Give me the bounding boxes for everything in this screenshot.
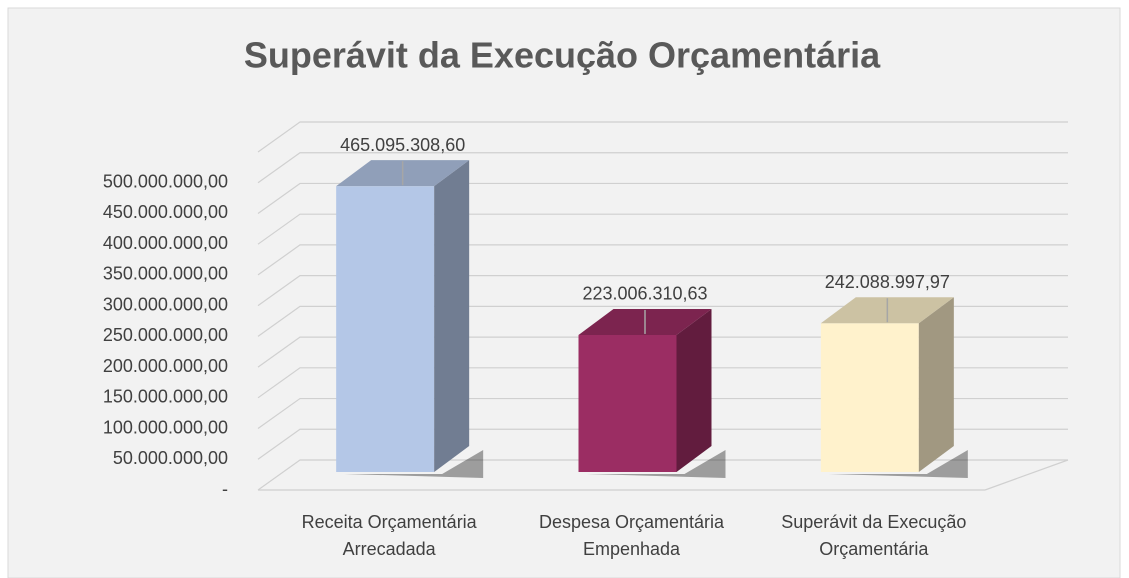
y-tick-label: - xyxy=(222,479,228,499)
bar-side xyxy=(434,160,470,472)
chart-background xyxy=(7,7,1121,578)
bar-front xyxy=(820,323,919,472)
x-tick-label: Receita Orçamentária Arrecadada xyxy=(302,512,478,559)
bar-shadow xyxy=(344,450,484,478)
grid-line xyxy=(257,275,1068,307)
bar-front xyxy=(578,334,677,472)
y-tick-label: 500.000.000,00 xyxy=(103,171,228,191)
grid-line xyxy=(257,305,1068,337)
bar-shadow xyxy=(586,450,726,478)
bar xyxy=(820,297,968,478)
y-tick-label: 450.000.000,00 xyxy=(103,202,228,222)
y-tick-label: 100.000.000,00 xyxy=(103,417,228,437)
y-tick-label: 150.000.000,00 xyxy=(103,387,228,407)
y-tick-label: 300.000.000,00 xyxy=(103,294,228,314)
y-tick-label: 50.000.000,00 xyxy=(113,448,228,468)
floor-back-line xyxy=(984,459,1069,491)
grid-line xyxy=(257,428,1068,460)
data-label: 223.006.310,63 xyxy=(582,284,707,304)
x-tick-label: Superávit da Execução Orçamentária xyxy=(781,512,966,559)
data-label: 242.088.997,97 xyxy=(825,272,950,292)
chart-title: Superávit da Execução Orçamentária xyxy=(244,35,881,76)
grid-line xyxy=(257,152,1068,184)
grid-line xyxy=(257,182,1068,214)
y-tick-label: 350.000.000,00 xyxy=(103,264,228,284)
y-tick-label: 400.000.000,00 xyxy=(103,233,228,253)
grid-line xyxy=(257,121,1068,153)
grid-line xyxy=(257,244,1068,276)
bar-front xyxy=(336,186,435,472)
bar-side xyxy=(676,308,712,472)
bar-shadow xyxy=(828,450,968,478)
grid-line xyxy=(257,367,1068,399)
grid-line xyxy=(257,336,1068,368)
grid-line xyxy=(257,459,1068,491)
x-tick-label: Despesa Orçamentária Empenhada xyxy=(539,512,725,559)
bar-side xyxy=(918,297,954,472)
y-tick-label: 250.000.000,00 xyxy=(103,325,228,345)
y-tick-label: 200.000.000,00 xyxy=(103,356,228,376)
bar xyxy=(336,160,484,478)
grid-line xyxy=(257,213,1068,245)
bar xyxy=(578,308,726,478)
data-label: 465.095.308,60 xyxy=(340,135,465,155)
grid-line xyxy=(257,397,1068,430)
